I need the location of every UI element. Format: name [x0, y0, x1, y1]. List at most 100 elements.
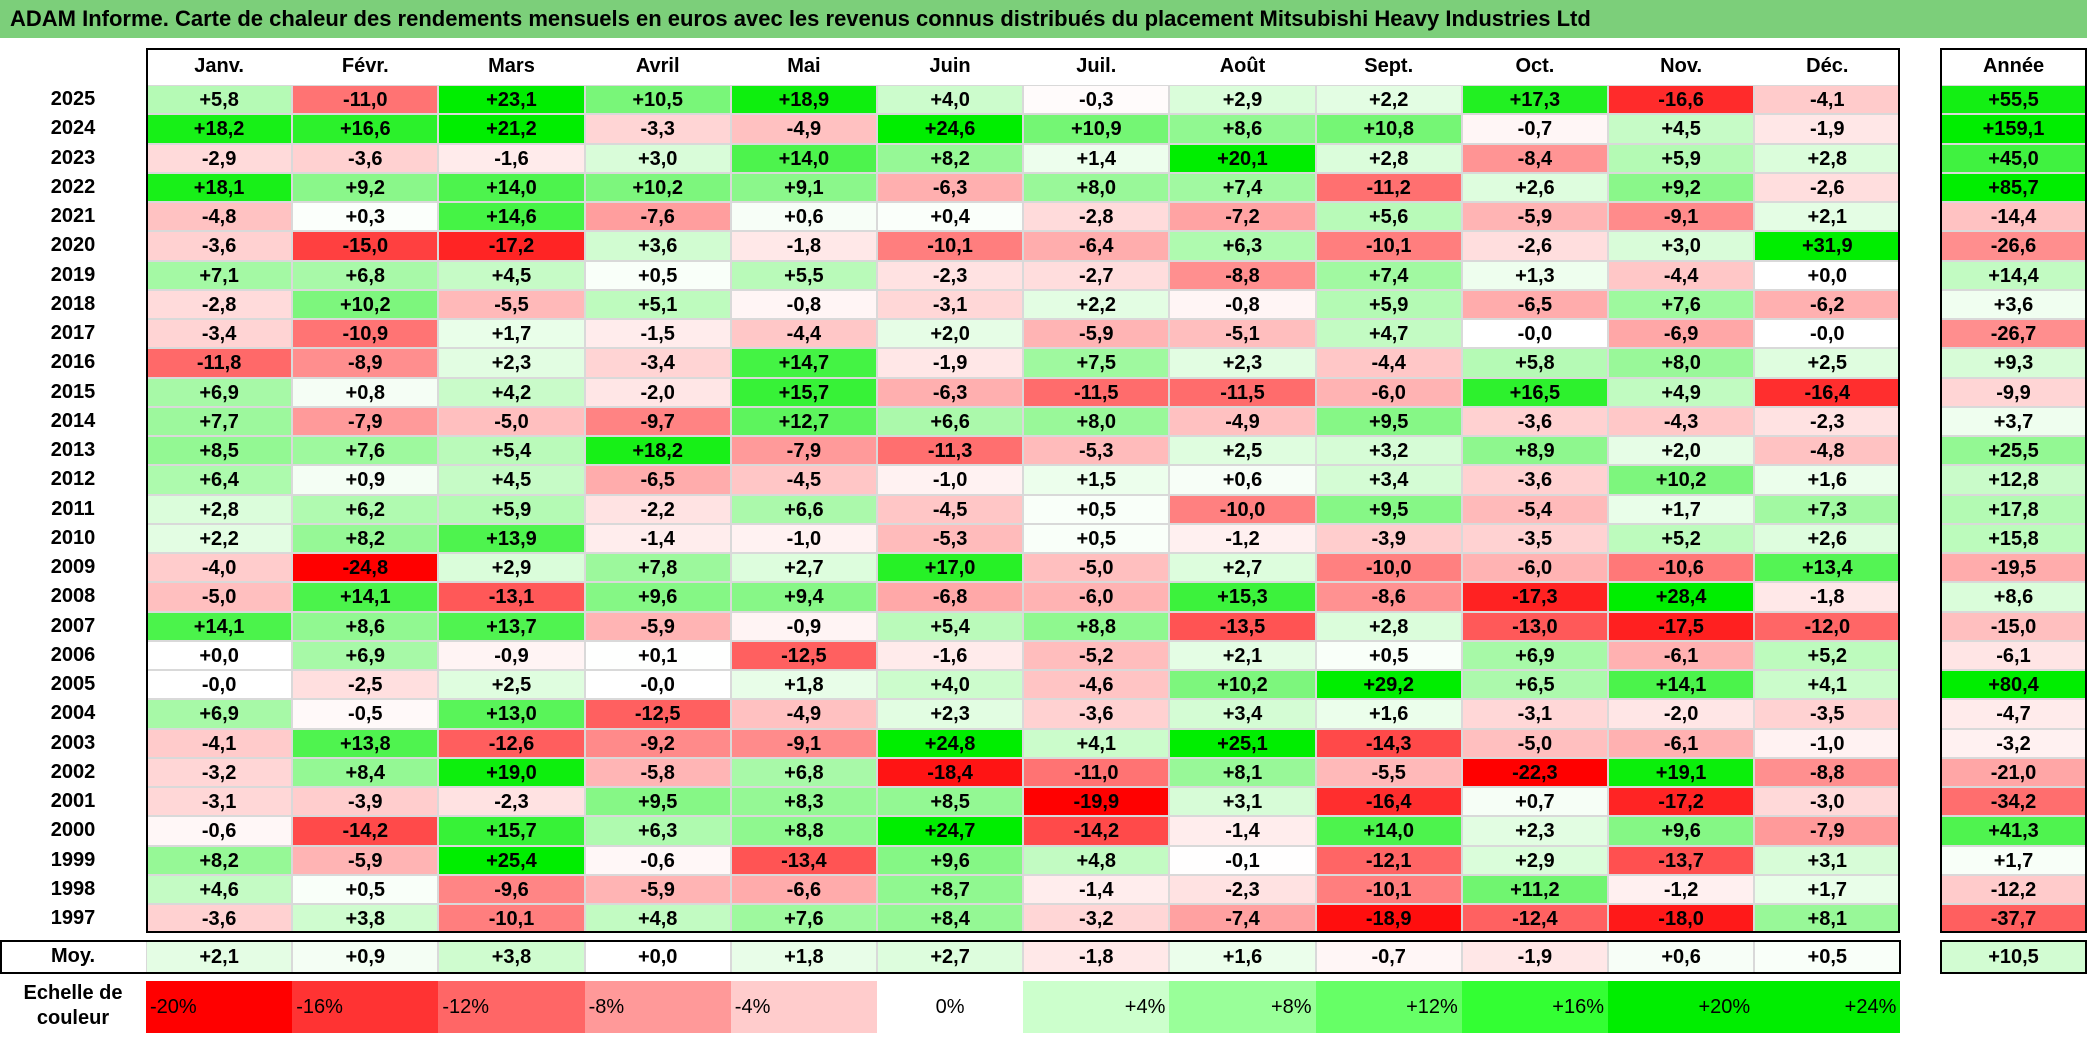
heatmap-cell: -11,5 — [1023, 377, 1170, 407]
average-annual-cell: +10,5 — [1940, 941, 2087, 973]
heatmap-cell: +17,0 — [877, 553, 1024, 583]
heatmap-cell: -1,2 — [1608, 874, 1755, 904]
heatmap-cell: +1,7 — [438, 319, 585, 349]
heatmap-cell: +0,5 — [1315, 640, 1462, 670]
heatmap-cell: +24,7 — [877, 816, 1024, 846]
heatmap-cell: -9,1 — [730, 728, 877, 758]
heatmap-cell: -2,6 — [1754, 172, 1901, 202]
heatmap-cell: -1,6 — [877, 640, 1024, 670]
heatmap-cell: -3,2 — [146, 757, 293, 787]
annual-cell: -21,0 — [1940, 757, 2087, 787]
heatmap-cell: +2,2 — [1023, 289, 1170, 319]
heatmap-cell: -1,4 — [1023, 874, 1170, 904]
heatmap-cell: -17,5 — [1608, 611, 1755, 641]
heatmap-cell: +6,9 — [146, 377, 293, 407]
heatmap-cell: +17,3 — [1461, 85, 1608, 115]
heatmap-cell: +4,8 — [584, 904, 731, 934]
heatmap-cell: +6,8 — [292, 260, 439, 290]
annual-cell: -15,0 — [1940, 611, 2087, 641]
heatmap-cell: -13,7 — [1608, 845, 1755, 875]
heatmap-cell: +8,7 — [877, 874, 1024, 904]
heatmap-cell: +7,7 — [146, 406, 293, 436]
heatmap-cell: -6,4 — [1023, 231, 1170, 261]
heatmap-cell: +14,1 — [1608, 670, 1755, 700]
scale-swatch: +4% — [1023, 981, 1170, 1033]
heatmap-cell: +9,6 — [877, 845, 1024, 875]
heatmap-cell: +4,8 — [1023, 845, 1170, 875]
heatmap-cell: -2,3 — [877, 260, 1024, 290]
heatmap-cell: -0,0 — [1754, 319, 1901, 349]
year-label: 2007 — [50, 614, 96, 637]
heatmap-cell: -2,0 — [584, 377, 731, 407]
heatmap-cell: -4,3 — [1608, 406, 1755, 436]
heatmap-cell: +1,6 — [1315, 699, 1462, 729]
heatmap-cell: -6,9 — [1608, 319, 1755, 349]
heatmap-cell: -9,7 — [584, 406, 731, 436]
heatmap-cell: -8,6 — [1315, 582, 1462, 612]
annual-cell: -3,2 — [1940, 728, 2087, 758]
heatmap-cell: +5,2 — [1608, 523, 1755, 553]
heatmap-cell: -11,5 — [1169, 377, 1316, 407]
heatmap-cell: -7,9 — [730, 436, 877, 466]
heatmap-cell: -3,9 — [1315, 523, 1462, 553]
heatmap-cell: -18,4 — [877, 757, 1024, 787]
annual-cell: -37,7 — [1940, 904, 2087, 934]
average-cell: +1,8 — [730, 941, 877, 973]
heatmap-cell: -4,1 — [1754, 85, 1901, 115]
heatmap-cell: +3,8 — [292, 904, 439, 934]
heatmap-cell: +0,5 — [292, 874, 439, 904]
heatmap-cell: -22,3 — [1461, 757, 1608, 787]
heatmap-cell: +14,1 — [146, 611, 293, 641]
heatmap-cell: +31,9 — [1754, 231, 1901, 261]
heatmap-cell: +6,6 — [730, 494, 877, 524]
heatmap-cell: -5,0 — [1023, 553, 1170, 583]
heatmap-cell: +2,3 — [1169, 348, 1316, 378]
heatmap-cell: +19,1 — [1608, 757, 1755, 787]
heatmap-cell: +9,6 — [1608, 816, 1755, 846]
heatmap-cell: +8,2 — [877, 143, 1024, 173]
heatmap-cell: +15,3 — [1169, 582, 1316, 612]
heatmap-cell: +9,4 — [730, 582, 877, 612]
heatmap-cell: -0,0 — [1461, 319, 1608, 349]
year-label: 2024 — [50, 117, 96, 140]
month-header: Oct. — [1515, 55, 1555, 77]
heatmap-cell: -3,4 — [584, 348, 731, 378]
heatmap-cell: +2,6 — [1754, 523, 1901, 553]
annual-cell: -4,7 — [1940, 699, 2087, 729]
heatmap-cell: +5,2 — [1754, 640, 1901, 670]
heatmap-cell: -24,8 — [292, 553, 439, 583]
year-label: 2019 — [50, 263, 96, 286]
heatmap-cell: +2,7 — [730, 553, 877, 583]
heatmap-cell: +2,9 — [1461, 845, 1608, 875]
heatmap-cell: -13,1 — [438, 582, 585, 612]
heatmap-cell: +1,3 — [1461, 260, 1608, 290]
heatmap-cell: -2,9 — [146, 143, 293, 173]
year-label: 2023 — [50, 146, 96, 169]
heatmap-cell: -2,2 — [584, 494, 731, 524]
heatmap-cell: +6,9 — [146, 699, 293, 729]
month-header: Janv. — [194, 55, 244, 77]
heatmap-cell: -4,6 — [1023, 670, 1170, 700]
heatmap-cell: +2,8 — [1754, 143, 1901, 173]
heatmap-cell: +0,5 — [584, 260, 731, 290]
heatmap-cell: -14,3 — [1315, 728, 1462, 758]
heatmap-cell: +8,6 — [1169, 114, 1316, 144]
heatmap-cell: +5,5 — [730, 260, 877, 290]
heatmap-cell: -1,4 — [584, 523, 731, 553]
heatmap-cell: +4,1 — [1023, 728, 1170, 758]
heatmap-cell: +23,1 — [438, 85, 585, 115]
heatmap-cell: +7,6 — [1608, 289, 1755, 319]
annual-cell: -14,4 — [1940, 202, 2087, 232]
heatmap-cell: -1,2 — [1169, 523, 1316, 553]
heatmap-cell: +0,4 — [877, 202, 1024, 232]
heatmap-cell: -12,5 — [584, 699, 731, 729]
heatmap-cell: +0,0 — [1754, 260, 1901, 290]
heatmap-cell: -13,5 — [1169, 611, 1316, 641]
heatmap-cell: +24,6 — [877, 114, 1024, 144]
heatmap-cell: -0,6 — [146, 816, 293, 846]
heatmap-cell: -1,0 — [1754, 728, 1901, 758]
heatmap-cell: -5,5 — [1315, 757, 1462, 787]
heatmap-cell: +0,8 — [292, 377, 439, 407]
annual-cell: +80,4 — [1940, 670, 2087, 700]
heatmap-cell: -11,8 — [146, 348, 293, 378]
